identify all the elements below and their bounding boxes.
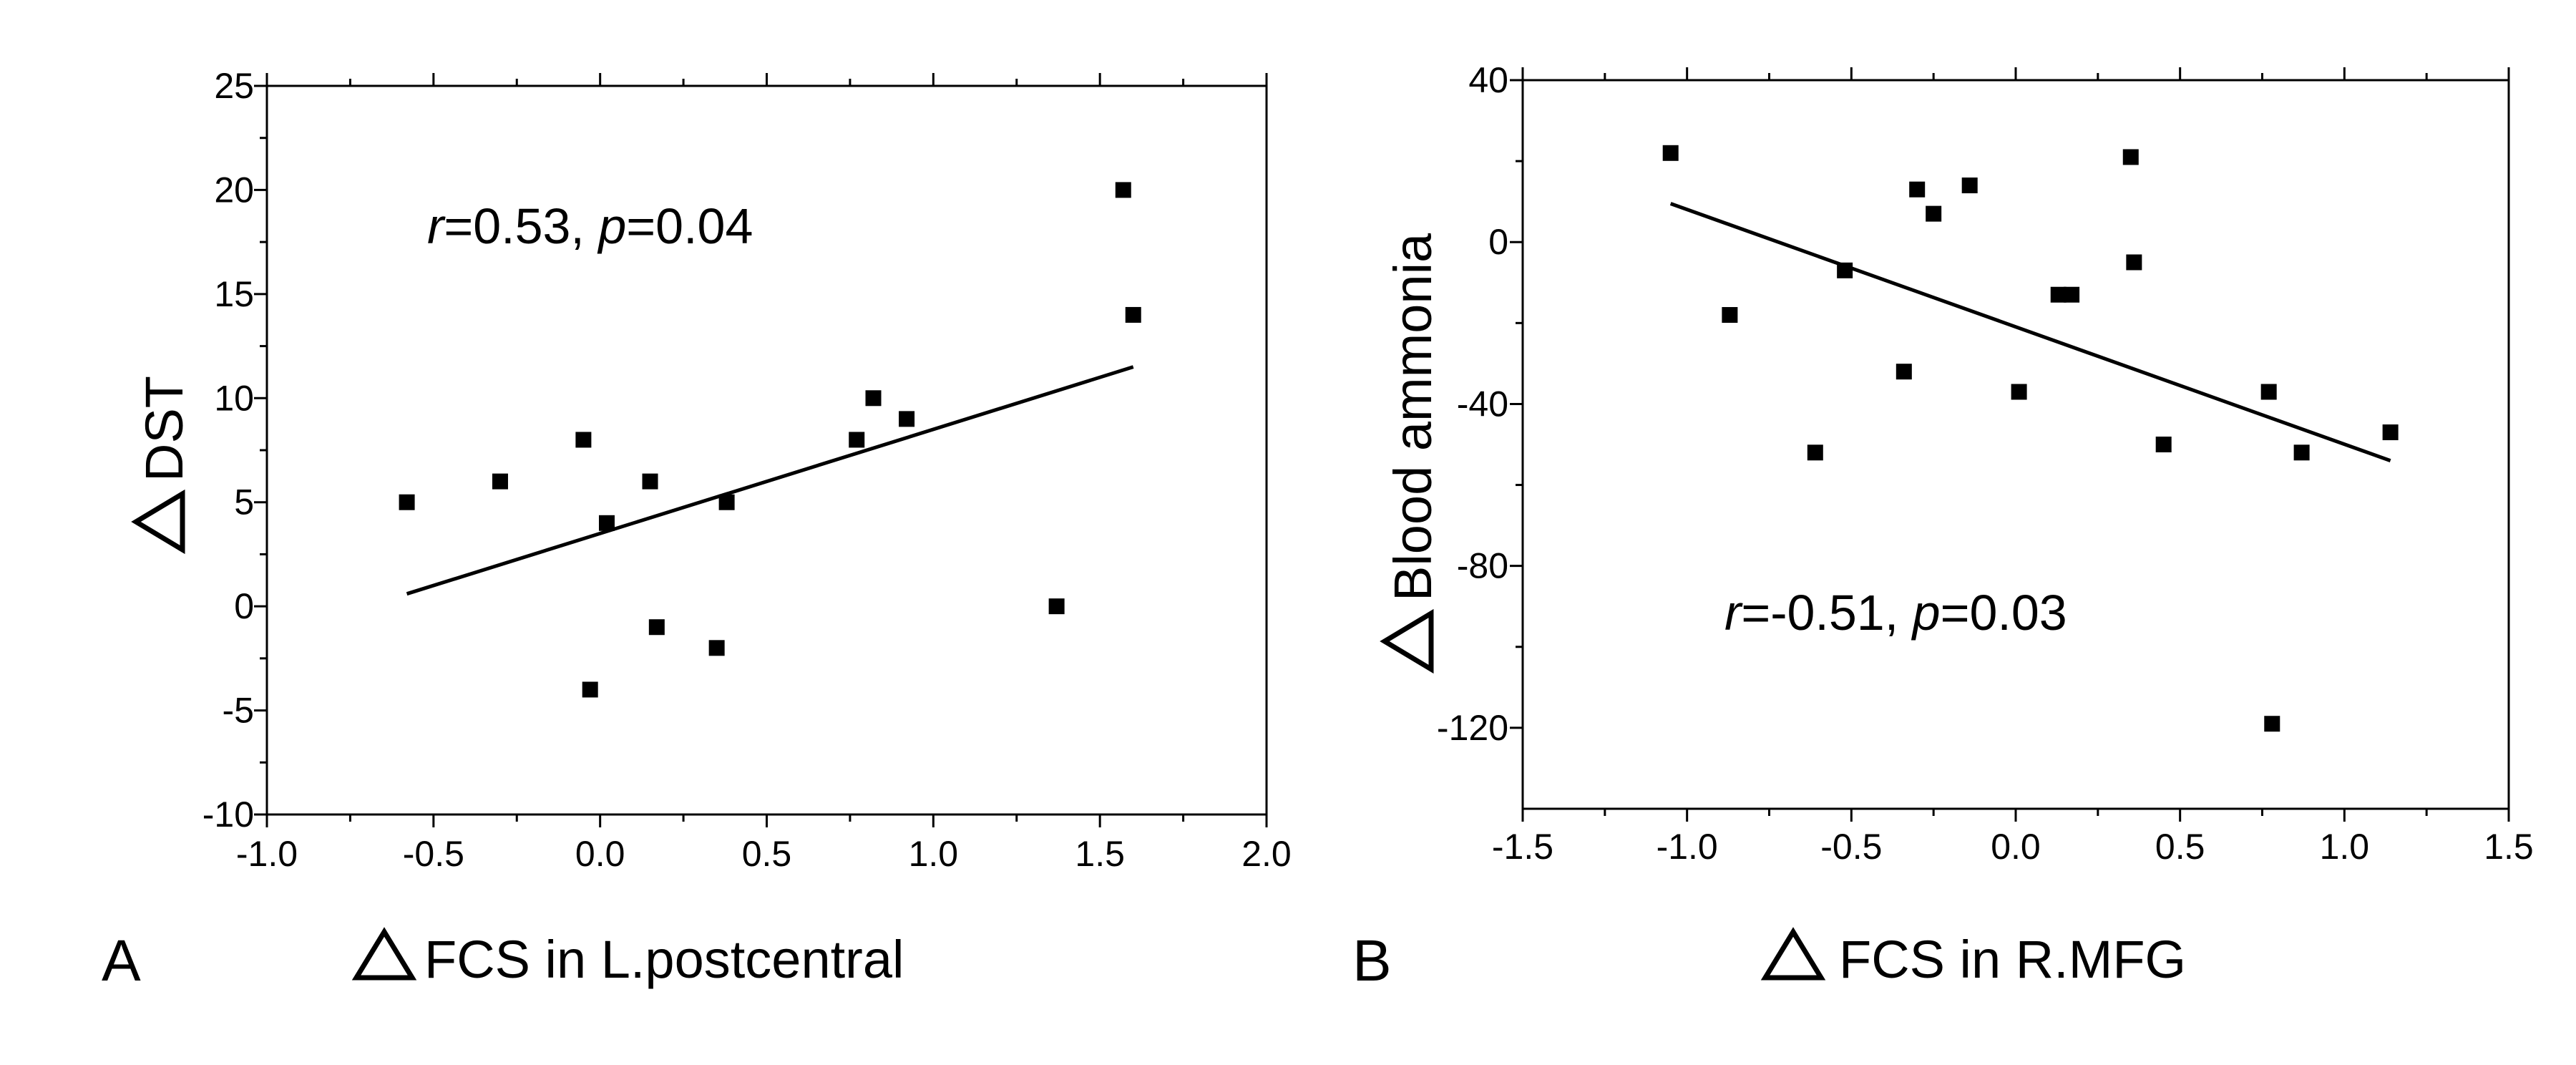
y-tick-label: -80 bbox=[1457, 546, 1508, 586]
data-point bbox=[2293, 444, 2310, 461]
delta-icon bbox=[1380, 608, 1434, 674]
panel-b-x-axis-title: FCS in R.MFG bbox=[1760, 927, 2186, 989]
data-point bbox=[1125, 306, 1141, 323]
panel-a-y-axis-title: DST bbox=[131, 376, 194, 555]
panel-b-plot-frame bbox=[1521, 79, 2510, 810]
panel-b-annotation: r=-0.51, p=0.03 bbox=[1724, 585, 2067, 641]
panel-a: -1.0 -0.5 0.0 0.5 1.0 1.5 2.0 -10-50510152025 … bbox=[102, 66, 1292, 993]
data-point bbox=[1807, 444, 1823, 461]
x-tick-label: -0.5 bbox=[1820, 827, 1882, 867]
data-point bbox=[1896, 364, 1912, 380]
data-point bbox=[2126, 254, 2142, 271]
panel-b-letter: B bbox=[1352, 928, 1392, 993]
panel-a-points bbox=[399, 182, 1141, 698]
x-tick-label: 0.0 bbox=[1991, 827, 2041, 867]
y-tick-label: -10 bbox=[203, 794, 254, 835]
data-point bbox=[2011, 384, 2027, 400]
data-point bbox=[2050, 286, 2067, 303]
panel-b-y-ticks: -120 -80 -40 0 40 bbox=[1437, 60, 1523, 748]
data-point bbox=[1909, 181, 1926, 198]
panel-b-fit-line bbox=[1669, 202, 2391, 462]
data-point bbox=[1662, 145, 1679, 161]
y-tick-label: 20 bbox=[214, 170, 254, 210]
data-point bbox=[849, 432, 865, 448]
data-point bbox=[598, 515, 615, 531]
data-point bbox=[865, 390, 882, 407]
y-tick-label: 40 bbox=[1468, 60, 1508, 100]
y-tick-label: 25 bbox=[214, 66, 254, 106]
panel-b-y-axis-title: Blood ammonia bbox=[1380, 233, 1443, 674]
y-tick-label: 0 bbox=[1488, 222, 1508, 262]
panel-a-r-label: r bbox=[427, 198, 446, 254]
x-tick-label: 1.5 bbox=[2484, 827, 2534, 867]
panel-b: -1.5 -1.0 -0.5 0.0 0.5 1.0 1.5 -120 -80 -40 0 40 r… bbox=[1352, 60, 2534, 993]
data-point bbox=[1115, 182, 1131, 198]
y-tick-label: 10 bbox=[214, 378, 254, 418]
x-tick-label: 1.0 bbox=[2320, 827, 2370, 867]
data-point bbox=[2122, 149, 2139, 165]
data-point bbox=[899, 411, 915, 427]
panel-a-ylabel: DST bbox=[135, 376, 194, 482]
x-tick-label: 0.5 bbox=[742, 834, 792, 874]
delta-icon bbox=[351, 927, 417, 981]
panel-b-xlabel: FCS in R.MFG bbox=[1839, 930, 2186, 989]
x-tick-label: 1.0 bbox=[909, 834, 959, 874]
x-tick-label: -0.5 bbox=[403, 834, 464, 874]
data-point bbox=[2155, 437, 2172, 452]
y-tick-label: -40 bbox=[1457, 384, 1508, 424]
data-point bbox=[648, 619, 665, 636]
data-point bbox=[575, 432, 592, 448]
panel-a-fit-line bbox=[406, 365, 1134, 596]
x-tick-label: -1.0 bbox=[1657, 827, 1718, 867]
y-tick-label: -5 bbox=[223, 691, 254, 731]
data-point bbox=[2064, 286, 2080, 303]
panel-a-y-ticks: -10 -5 0 5 10 15 20 25 bbox=[203, 66, 267, 835]
x-tick-label: 1.5 bbox=[1075, 834, 1125, 874]
y-tick-label: -120 bbox=[1437, 708, 1508, 748]
y-tick-label: 5 bbox=[234, 482, 254, 522]
x-tick-label: 0.5 bbox=[2155, 827, 2205, 867]
y-tick-label: 15 bbox=[214, 274, 254, 314]
y-tick-label: 0 bbox=[234, 586, 254, 626]
panel-b-r-value: =-0.51, bbox=[1741, 585, 1912, 641]
panel-a-xlabel: FCS in L.postcentral bbox=[424, 930, 904, 989]
data-point bbox=[642, 473, 658, 490]
data-point bbox=[1722, 307, 1738, 324]
data-point bbox=[1048, 598, 1065, 615]
data-point bbox=[2260, 384, 2277, 400]
data-point bbox=[2382, 424, 2399, 441]
panel-a-r-value: =0.53, bbox=[444, 198, 598, 254]
data-point bbox=[718, 494, 735, 510]
data-point bbox=[1837, 262, 1853, 278]
x-tick-label: 2.0 bbox=[1241, 834, 1292, 874]
panel-a-p-value: =0.04 bbox=[626, 198, 753, 254]
data-point bbox=[399, 494, 415, 510]
panel-a-x-ticks: -1.0 -0.5 0.0 0.5 1.0 1.5 2.0 bbox=[236, 73, 1292, 874]
delta-icon bbox=[1760, 927, 1826, 981]
x-tick-label: -1.5 bbox=[1492, 827, 1553, 867]
panel-a-p-label: p bbox=[597, 198, 626, 254]
panel-b-ylabel: Blood ammonia bbox=[1383, 233, 1443, 601]
panel-b-p-label: p bbox=[1911, 585, 1941, 641]
panel-a-letter: A bbox=[102, 928, 141, 993]
panel-b-x-ticks: -1.5 -1.0 -0.5 0.0 0.5 1.0 1.5 bbox=[1492, 67, 2534, 867]
x-tick-label: -1.0 bbox=[236, 834, 298, 874]
panel-a-annotation: r=0.53, p=0.04 bbox=[427, 198, 753, 254]
x-tick-label: 0.0 bbox=[575, 834, 625, 874]
data-point bbox=[2264, 716, 2280, 732]
panel-a-x-axis-title: FCS in L.postcentral bbox=[351, 927, 904, 989]
panel-b-p-value: =0.03 bbox=[1941, 585, 2067, 641]
panel-b-points bbox=[1662, 145, 2399, 732]
delta-icon bbox=[131, 489, 185, 555]
data-point bbox=[492, 473, 508, 490]
panel-b-r-label: r bbox=[1724, 585, 1743, 641]
data-point bbox=[1961, 178, 1978, 194]
data-point bbox=[1926, 205, 1942, 222]
data-point bbox=[708, 640, 725, 656]
data-point bbox=[582, 681, 598, 698]
